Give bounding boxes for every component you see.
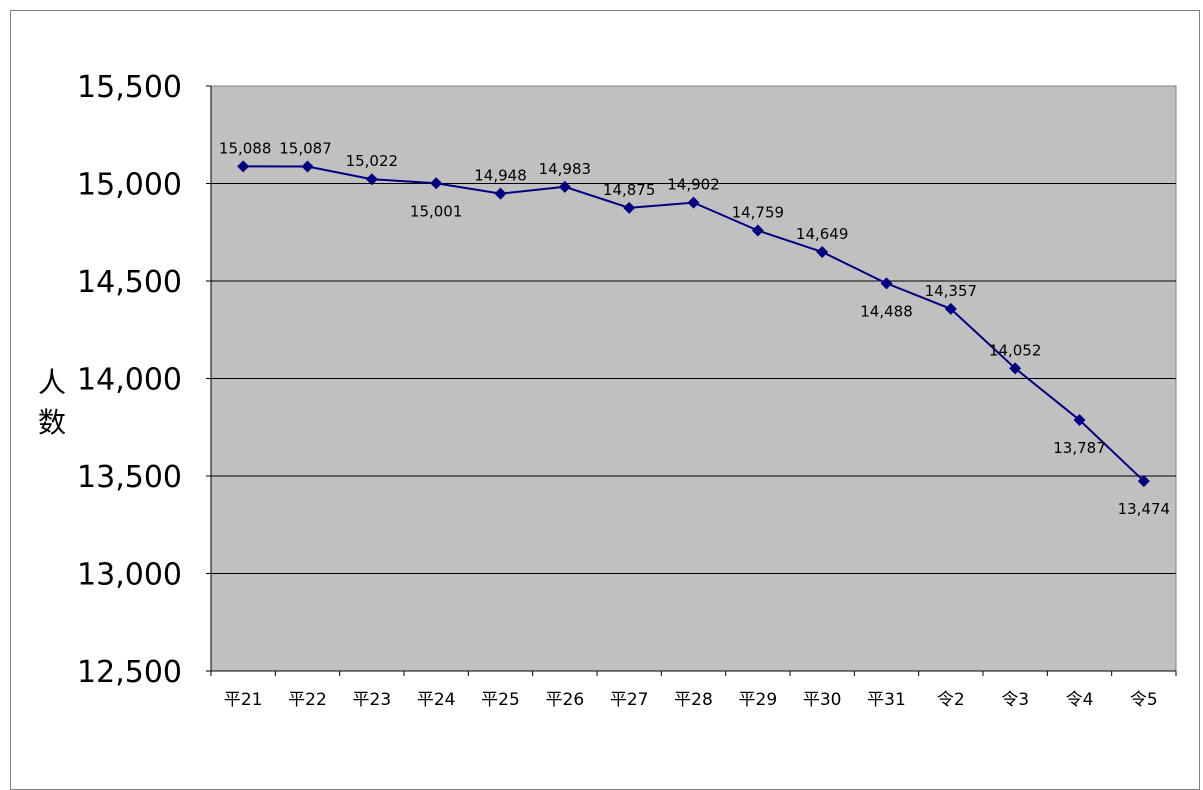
series — [237, 160, 1150, 488]
x-tick-label: 令3 — [1001, 690, 1029, 710]
x-axis: 平21 平22 平23 平24 平25 平26 平27 平28 平29 平30 平31 令2 令3 令4 令… — [210, 670, 1177, 710]
data-label: 14,488 — [860, 302, 913, 320]
data-point-marker — [687, 196, 700, 209]
y-axis-title: 人数 — [38, 366, 66, 439]
y-axis: 12,500 13,000 13,500 14,000 14,500 15,000 15,5… — [77, 70, 212, 690]
y-axis-title-char: 人 — [38, 366, 66, 399]
y-tick-label: 14,000 — [77, 363, 182, 398]
data-label: 15,087 — [279, 140, 332, 158]
data-point-marker — [558, 180, 571, 193]
y-tick-label: 14,500 — [77, 265, 182, 300]
data-point-marker — [751, 224, 764, 237]
data-point-marker — [816, 245, 829, 258]
y-tick-label: 13,000 — [77, 558, 182, 593]
data-point-marker — [944, 302, 957, 315]
data-point-marker — [430, 177, 443, 190]
x-tick-label: 令2 — [937, 690, 965, 710]
x-tick-label: 平31 — [867, 690, 906, 710]
x-tick-label: 平23 — [353, 690, 392, 710]
y-axis-title-char: 数 — [38, 406, 66, 439]
data-point-marker — [1009, 362, 1022, 375]
data-label: 14,983 — [539, 160, 592, 178]
data-label: 14,759 — [732, 203, 785, 221]
data-point-marker — [623, 201, 636, 214]
x-tick-label: 平27 — [610, 690, 649, 710]
data-labels: 15,088 15,087 15,022 15,001 14,948 14,983 14,8… — [219, 139, 1170, 518]
x-tick-label: 平26 — [546, 690, 585, 710]
y-tick-label: 15,000 — [77, 168, 182, 203]
data-label: 13,474 — [1118, 500, 1171, 518]
x-tick-label: 平28 — [674, 690, 713, 710]
data-label: 14,948 — [474, 167, 527, 185]
x-tick-label: 平25 — [481, 690, 520, 710]
y-tick-label: 15,500 — [77, 70, 182, 105]
data-point-marker — [301, 160, 314, 173]
x-tick-label: 平24 — [417, 690, 456, 710]
data-label: 14,875 — [603, 181, 656, 199]
y-tick-label: 12,500 — [77, 655, 182, 690]
data-label: 14,357 — [925, 282, 978, 300]
x-tick-label: 令4 — [1066, 690, 1094, 710]
data-point-marker — [237, 160, 250, 173]
data-point-marker — [1137, 475, 1150, 488]
data-point-marker — [880, 277, 893, 290]
x-tick-label: 平21 — [224, 690, 263, 710]
data-label: 15,088 — [219, 139, 272, 157]
x-tick-label: 平29 — [739, 690, 778, 710]
data-label: 15,022 — [346, 152, 399, 170]
data-label: 14,649 — [796, 225, 849, 243]
data-label: 13,787 — [1053, 439, 1106, 457]
x-tick-label: 令5 — [1130, 690, 1158, 710]
data-point-marker — [365, 173, 378, 186]
x-tick-label: 平22 — [288, 690, 327, 710]
data-label: 15,001 — [410, 202, 463, 220]
data-point-marker — [494, 187, 507, 200]
x-tick-label: 平30 — [803, 690, 842, 710]
y-tick-label: 13,500 — [77, 460, 182, 495]
data-label: 14,052 — [989, 341, 1042, 359]
data-point-marker — [1073, 414, 1086, 427]
data-label: 14,902 — [667, 176, 720, 194]
